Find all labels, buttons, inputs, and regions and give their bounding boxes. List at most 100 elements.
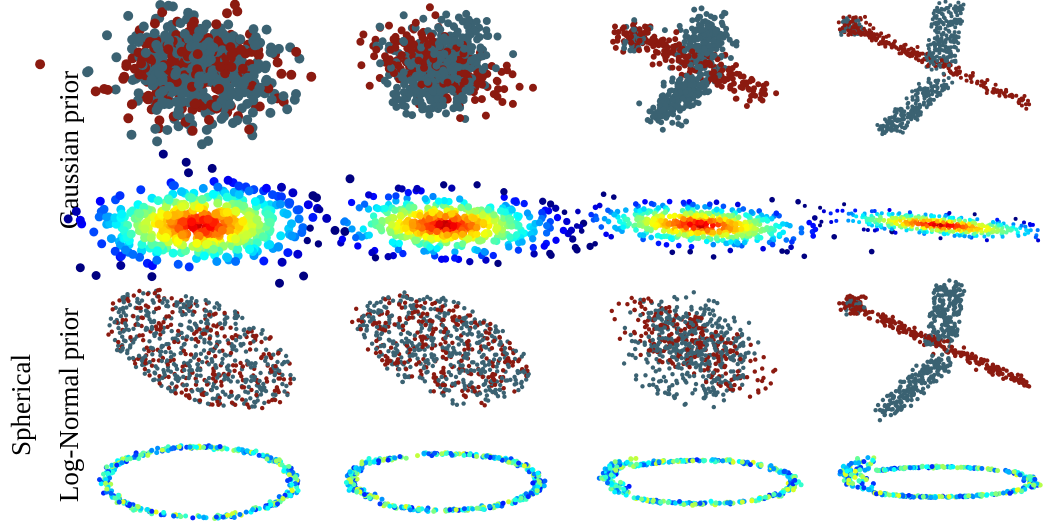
point — [268, 335, 272, 339]
point — [397, 367, 401, 371]
point — [166, 375, 170, 379]
point — [207, 362, 211, 366]
point — [388, 338, 392, 342]
point — [164, 82, 174, 92]
point — [452, 300, 456, 304]
point — [430, 50, 438, 58]
point — [275, 279, 284, 288]
point — [151, 40, 161, 50]
point — [490, 252, 497, 259]
point — [229, 390, 233, 394]
point — [719, 20, 725, 26]
point — [478, 81, 486, 89]
point — [153, 291, 157, 295]
point — [170, 70, 180, 80]
point — [483, 363, 487, 367]
point — [403, 301, 407, 305]
point — [275, 501, 280, 506]
point — [421, 451, 426, 456]
point — [169, 355, 173, 359]
point — [182, 158, 191, 167]
point — [259, 257, 268, 266]
point — [502, 386, 506, 390]
point — [254, 348, 258, 352]
point — [220, 357, 224, 361]
point — [504, 378, 508, 382]
point — [526, 374, 530, 378]
point — [380, 497, 385, 502]
point — [440, 375, 444, 379]
point — [122, 295, 126, 299]
point — [473, 389, 477, 393]
point — [477, 52, 485, 60]
point — [185, 262, 194, 271]
point — [127, 99, 137, 109]
point — [372, 46, 380, 54]
point — [238, 335, 242, 339]
point — [145, 346, 149, 350]
point — [436, 383, 440, 387]
point — [407, 76, 415, 84]
point — [179, 298, 183, 302]
point — [285, 198, 294, 207]
point — [214, 84, 224, 94]
point — [415, 57, 423, 65]
point — [390, 313, 394, 317]
point — [439, 370, 443, 374]
point — [166, 368, 170, 372]
point — [461, 331, 465, 335]
point — [354, 307, 358, 311]
point — [304, 200, 313, 209]
point — [509, 206, 516, 213]
point — [529, 84, 537, 92]
point — [161, 233, 170, 242]
point — [420, 320, 424, 324]
point — [135, 306, 139, 310]
point — [140, 298, 144, 302]
point — [170, 310, 174, 314]
point — [407, 316, 411, 320]
point — [144, 313, 148, 317]
point — [391, 350, 395, 354]
point — [111, 307, 115, 311]
point — [415, 453, 420, 458]
point — [460, 368, 464, 372]
point — [470, 332, 474, 336]
point — [178, 202, 187, 211]
point — [402, 290, 406, 294]
point — [494, 328, 498, 332]
point — [179, 217, 188, 226]
point — [117, 298, 121, 302]
point — [190, 296, 194, 300]
point — [448, 185, 455, 192]
point — [306, 72, 316, 82]
point — [396, 373, 400, 377]
point — [495, 369, 499, 373]
point — [136, 323, 140, 327]
point — [760, 98, 766, 104]
point — [273, 364, 277, 368]
point — [366, 82, 374, 90]
point — [424, 78, 432, 86]
point — [461, 401, 465, 405]
point — [422, 297, 426, 301]
point — [488, 388, 492, 392]
point — [159, 150, 168, 159]
point — [385, 22, 393, 30]
point — [477, 350, 481, 354]
point — [462, 453, 467, 458]
point — [295, 214, 304, 223]
point — [552, 205, 559, 212]
point — [721, 10, 727, 16]
point — [215, 400, 219, 404]
point — [461, 77, 469, 85]
point — [385, 366, 389, 370]
point — [497, 335, 501, 339]
point — [200, 360, 204, 364]
point — [198, 374, 202, 378]
point — [425, 312, 429, 316]
point — [475, 363, 479, 367]
point — [146, 305, 150, 309]
point — [158, 288, 162, 292]
point — [339, 236, 346, 243]
